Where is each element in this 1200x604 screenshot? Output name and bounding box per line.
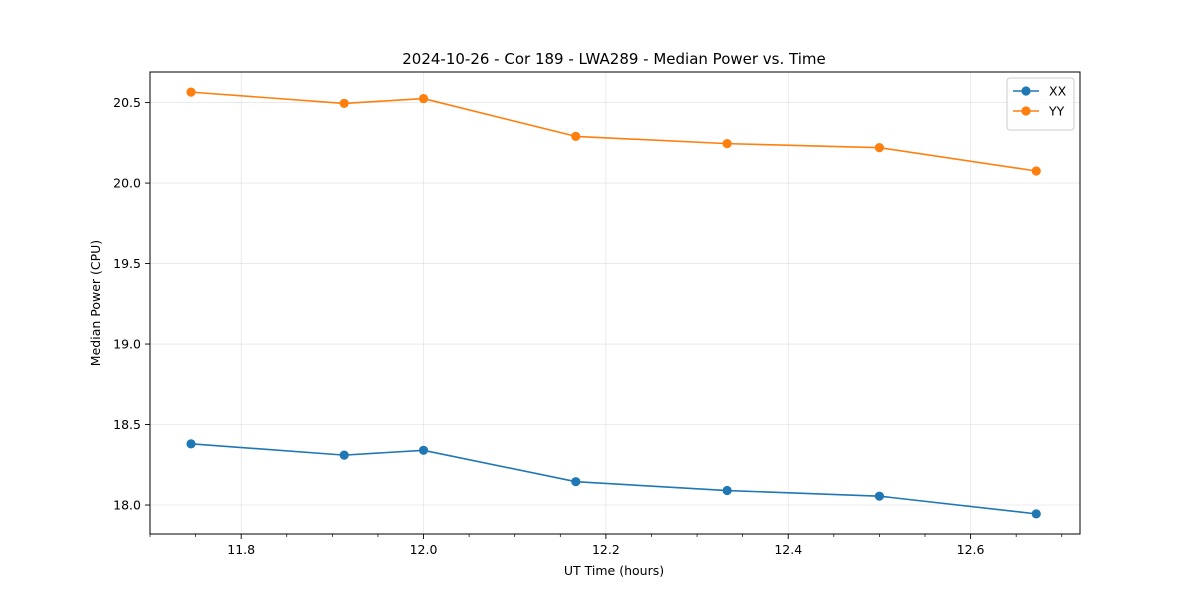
legend-swatch-marker — [1021, 86, 1031, 96]
legend-label: YY — [1048, 104, 1065, 119]
grid-layer — [150, 72, 1080, 534]
x-tick-label: 12.2 — [592, 542, 620, 557]
x-tick-label: 12.0 — [410, 542, 438, 557]
data-point-yy[interactable] — [339, 98, 349, 108]
legend-item-xx[interactable]: XX — [1013, 84, 1067, 99]
x-tick-label: 11.8 — [227, 542, 255, 557]
data-point-yy[interactable] — [1031, 166, 1041, 176]
y-tick-label: 20.0 — [113, 176, 141, 191]
chart-title: 2024-10-26 - Cor 189 - LWA289 - Median P… — [402, 50, 826, 68]
data-point-yy[interactable] — [418, 93, 429, 104]
y-tick-label: 18.0 — [113, 498, 141, 513]
y-tick-label: 20.5 — [113, 95, 141, 110]
series-xx — [186, 439, 1041, 519]
y-tick-label: 18.5 — [113, 417, 141, 432]
legend[interactable]: XX YY — [1006, 77, 1075, 131]
data-point-xx[interactable] — [1031, 509, 1041, 519]
data-point-xx[interactable] — [186, 439, 196, 449]
series-yy — [186, 87, 1041, 176]
data-point-xx[interactable] — [571, 477, 581, 487]
y-tick-label: 19.0 — [113, 337, 141, 352]
data-point-xx[interactable] — [418, 445, 429, 455]
ticks-layer: 11.8 12.0 12.2 12.4 12.6 18.0 18.5 19.0 19.5 20.0… — [113, 95, 1063, 557]
plot-frame — [149, 71, 1081, 535]
x-tick-label: 12.6 — [957, 542, 985, 557]
series-layer — [186, 87, 1041, 519]
data-point-yy[interactable] — [874, 143, 885, 153]
legend-item-yy[interactable]: YY — [1013, 104, 1065, 119]
series-line-xx — [190, 443, 1037, 515]
data-point-xx[interactable] — [339, 450, 349, 460]
legend-label: XX — [1049, 84, 1067, 99]
data-point-yy[interactable] — [571, 131, 581, 141]
data-point-yy[interactable] — [186, 87, 196, 97]
data-point-xx[interactable] — [874, 491, 885, 501]
x-axis-label: UT Time (hours) — [564, 563, 664, 578]
legend-swatch-marker — [1021, 106, 1031, 116]
data-point-xx[interactable] — [722, 485, 732, 496]
series-line-yy — [190, 91, 1037, 172]
x-tick-label: 12.4 — [774, 542, 802, 557]
data-point-yy[interactable] — [722, 139, 732, 149]
y-axis-label: Median Power (CPU) — [88, 240, 103, 366]
y-tick-label: 19.5 — [113, 256, 141, 271]
